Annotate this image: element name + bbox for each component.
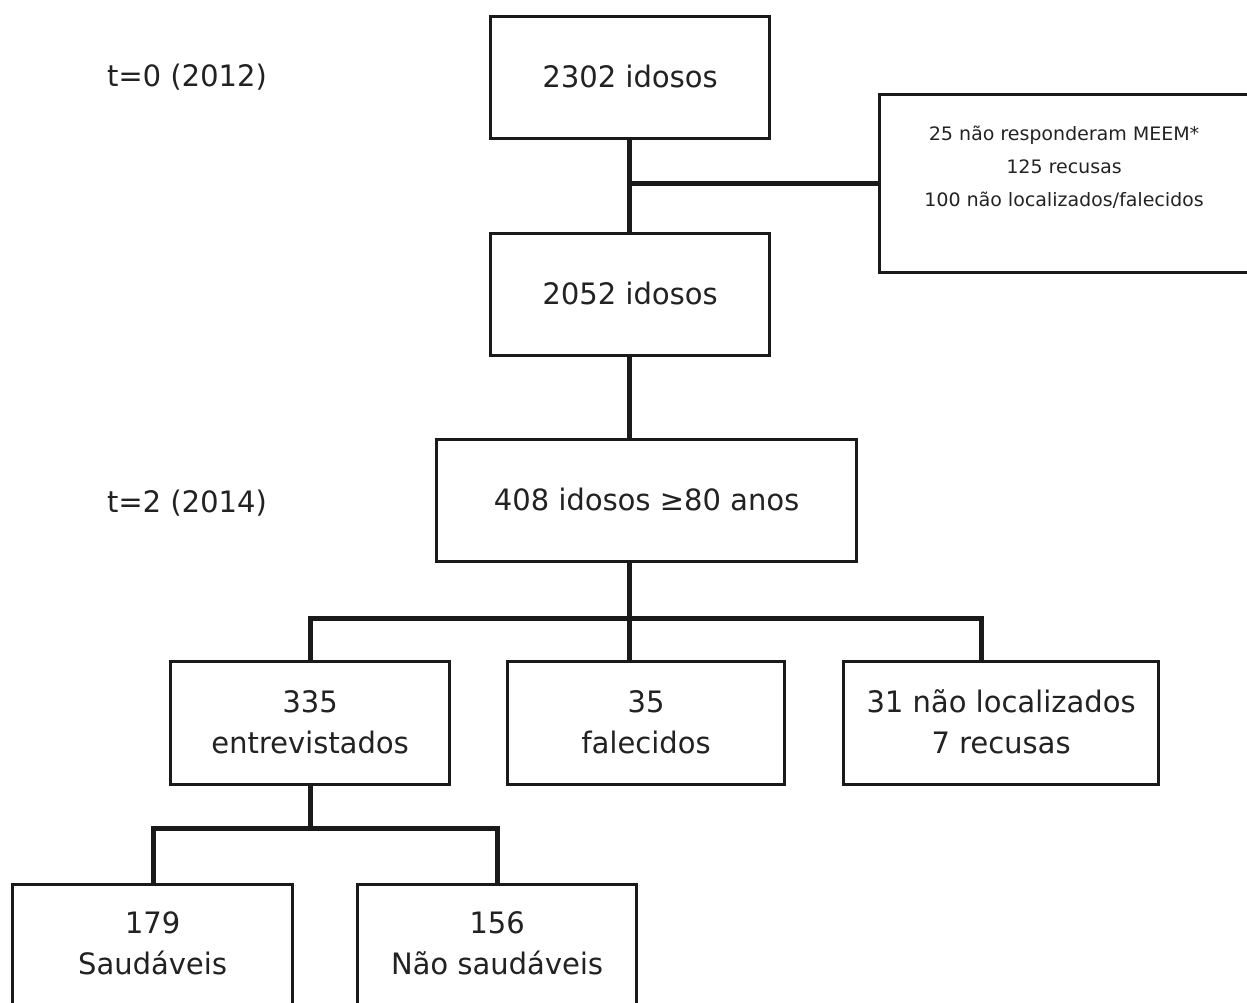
exclusion-not-found-text: 100 não localizados/falecidos bbox=[924, 189, 1204, 211]
healthy-count: 179 bbox=[124, 906, 181, 940]
not-found-text: 31 não localizados bbox=[866, 685, 1136, 719]
exclusion-refusals-text: 125 recusas bbox=[1006, 156, 1122, 178]
deceased-count: 35 bbox=[627, 685, 665, 719]
connector-baseline-to-2052 bbox=[627, 138, 632, 235]
connector-to-interviewed bbox=[308, 616, 313, 663]
connector-to-unhealthy bbox=[495, 826, 500, 886]
box-exclusions: 25 não responderam MEEM* 125 recusas 100… bbox=[878, 93, 1247, 274]
connector-408-horizontal-branch bbox=[308, 616, 984, 621]
connector-to-deceased bbox=[627, 616, 632, 663]
box-after-exclusion-text: 2052 idosos bbox=[542, 277, 718, 311]
box-baseline-text: 2302 idosos bbox=[542, 60, 718, 94]
connector-interviewed-down bbox=[308, 784, 313, 830]
box-aged-80-plus: 408 idosos ≥80 anos bbox=[435, 438, 858, 563]
unhealthy-count: 156 bbox=[469, 906, 525, 940]
connector-408-down bbox=[627, 561, 632, 621]
box-aged-80-plus-text: 408 idosos ≥80 anos bbox=[493, 483, 800, 517]
interviewed-count: 335 bbox=[282, 685, 338, 719]
box-not-found: 31 não localizados 7 recusas bbox=[842, 660, 1160, 786]
healthy-label: Saudáveis bbox=[78, 947, 227, 981]
box-deceased: 35 falecidos bbox=[506, 660, 786, 786]
deceased-label: falecidos bbox=[581, 726, 711, 760]
connector-2052-to-408 bbox=[627, 355, 632, 441]
exclusion-meem-text: 25 não responderam MEEM* bbox=[928, 123, 1200, 145]
connector-interviewed-horizontal-branch bbox=[151, 826, 500, 831]
connector-to-not-found bbox=[979, 616, 984, 663]
refusals-text: 7 recusas bbox=[931, 726, 1071, 760]
box-interviewed: 335 entrevistados bbox=[169, 660, 451, 786]
box-unhealthy: 156 Não saudáveis bbox=[356, 883, 638, 1003]
box-baseline-2302: 2302 idosos bbox=[489, 15, 771, 140]
connector-to-healthy bbox=[151, 826, 156, 886]
box-healthy: 179 Saudáveis bbox=[11, 883, 294, 1003]
time-label-t2: t=2 (2014) bbox=[107, 485, 267, 519]
interviewed-label: entrevistados bbox=[211, 726, 409, 760]
time-label-t0: t=0 (2012) bbox=[107, 59, 267, 93]
unhealthy-label: Não saudáveis bbox=[390, 947, 604, 981]
box-after-exclusion-2052: 2052 idosos bbox=[489, 232, 771, 357]
connector-exclusion-branch bbox=[630, 181, 881, 186]
